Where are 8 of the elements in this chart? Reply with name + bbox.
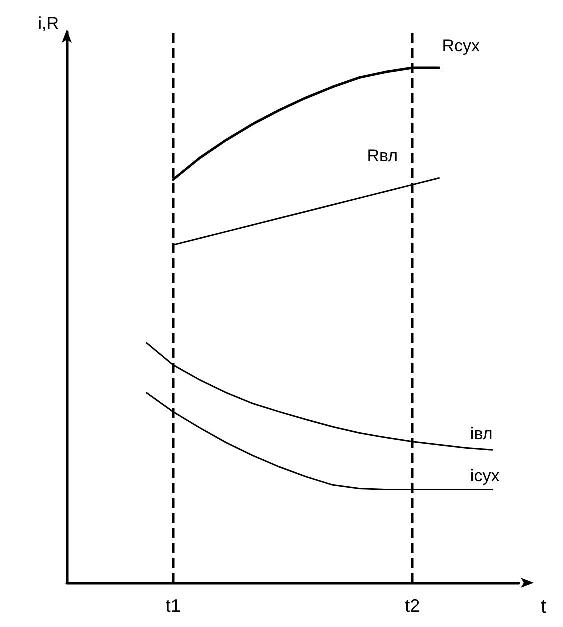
y-axis-title: i,R <box>38 14 59 33</box>
series-label: iвл <box>470 424 493 444</box>
series-label: Rсух <box>442 36 481 56</box>
series-label: iсух <box>470 466 500 486</box>
x-tick-label: t2 <box>405 596 420 616</box>
series-label: Rвл <box>367 146 398 166</box>
x-tick-label: t1 <box>166 596 181 616</box>
x-axis-title: t <box>541 596 547 618</box>
